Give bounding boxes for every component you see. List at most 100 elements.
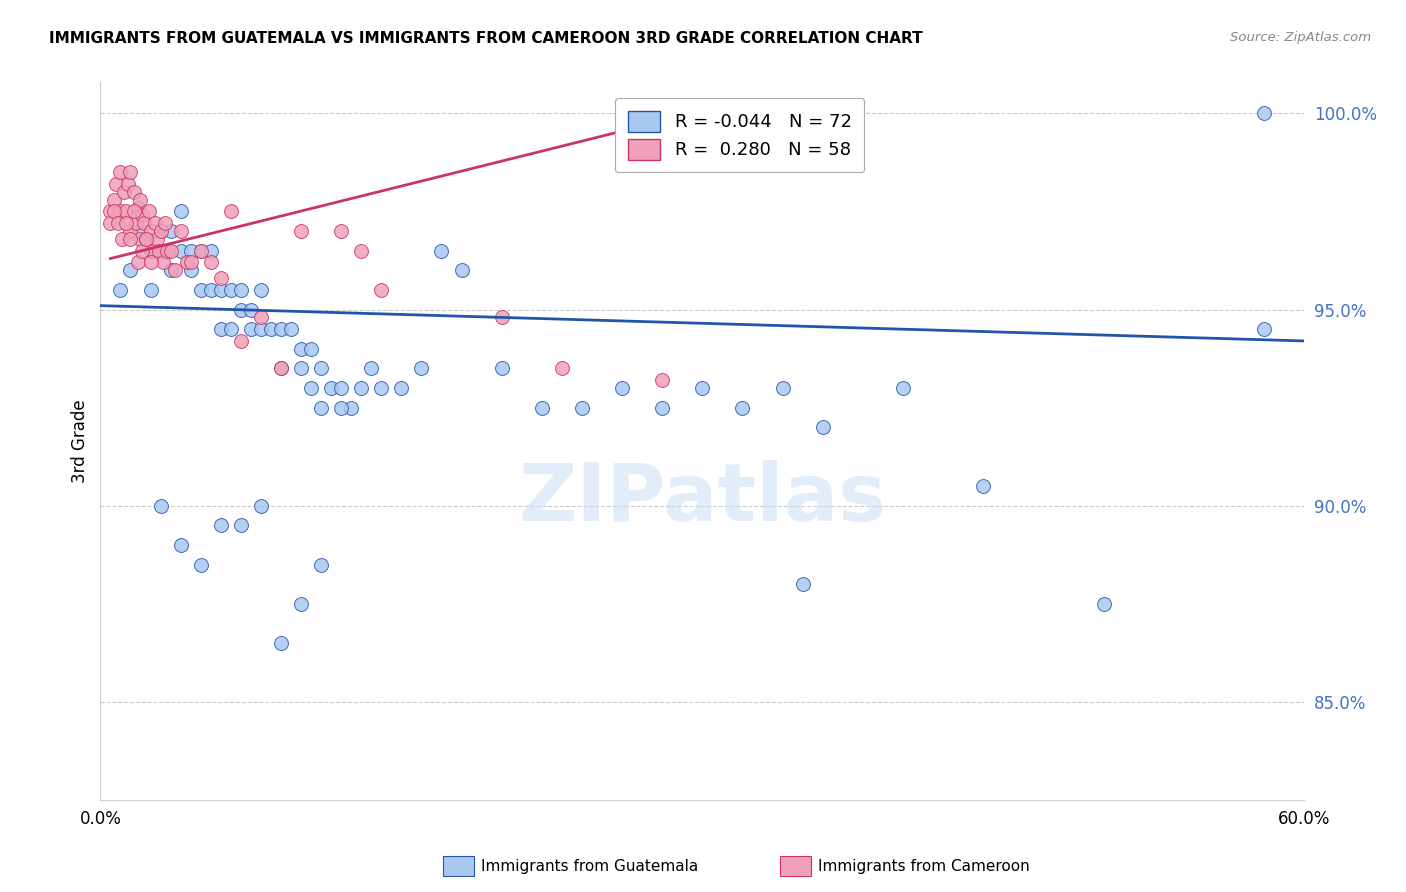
Point <box>135 232 157 246</box>
Point <box>229 334 252 348</box>
Point <box>250 322 273 336</box>
Point <box>551 361 574 376</box>
Point <box>280 322 302 336</box>
Legend: R = -0.044   N = 72, R =  0.280   N = 58: R = -0.044 N = 72, R = 0.280 N = 58 <box>614 98 865 172</box>
Point <box>290 224 312 238</box>
Point <box>190 244 212 258</box>
Point <box>149 224 172 238</box>
Point <box>200 283 222 297</box>
Point <box>972 479 994 493</box>
Point <box>270 322 292 336</box>
Point <box>111 232 134 246</box>
Point <box>143 216 166 230</box>
Point <box>792 577 814 591</box>
Point <box>209 271 232 285</box>
Point <box>148 244 170 258</box>
Point <box>330 224 353 238</box>
Point <box>105 177 128 191</box>
Point <box>309 558 332 572</box>
Point <box>229 518 252 533</box>
Point <box>229 283 252 297</box>
Point <box>155 244 177 258</box>
Point <box>309 361 332 376</box>
Point <box>107 216 129 230</box>
Point <box>260 322 283 336</box>
Point <box>330 401 353 415</box>
Point <box>239 302 262 317</box>
Point <box>571 401 593 415</box>
Point <box>450 263 472 277</box>
Y-axis label: 3rd Grade: 3rd Grade <box>72 400 89 483</box>
Point <box>1092 597 1115 611</box>
Text: Immigrants from Cameroon: Immigrants from Cameroon <box>818 859 1031 873</box>
Point <box>651 373 673 387</box>
Point <box>370 381 392 395</box>
Text: ZIPatlas: ZIPatlas <box>519 459 886 538</box>
Point <box>250 283 273 297</box>
Point <box>149 224 172 238</box>
Point <box>131 208 153 222</box>
Point <box>120 263 142 277</box>
Point <box>610 381 633 395</box>
Point <box>200 244 222 258</box>
Point <box>270 361 292 376</box>
Point <box>250 310 273 325</box>
Point <box>125 216 148 230</box>
Point <box>239 322 262 336</box>
Point <box>270 361 292 376</box>
Point <box>219 204 242 219</box>
Point <box>340 401 363 415</box>
Point <box>811 420 834 434</box>
Point <box>299 381 322 395</box>
Point <box>350 244 373 258</box>
Point <box>350 381 373 395</box>
Point <box>139 244 162 258</box>
Point <box>135 232 157 246</box>
Point <box>360 361 382 376</box>
Point <box>319 381 342 395</box>
Text: Source: ZipAtlas.com: Source: ZipAtlas.com <box>1230 31 1371 45</box>
Point <box>120 224 142 238</box>
Point <box>389 381 412 395</box>
Point <box>120 232 142 246</box>
Point <box>190 558 212 572</box>
Point <box>117 177 139 191</box>
Point <box>370 283 392 297</box>
Point <box>491 361 513 376</box>
Point <box>124 204 146 219</box>
Point <box>169 538 191 552</box>
Point <box>115 216 138 230</box>
Point <box>100 204 122 219</box>
Point <box>112 185 135 199</box>
Point <box>190 244 212 258</box>
Point <box>190 283 212 297</box>
Point <box>159 263 181 277</box>
Point <box>139 255 162 269</box>
Point <box>127 255 149 269</box>
Point <box>209 322 232 336</box>
Point <box>290 361 312 376</box>
Point <box>145 232 167 246</box>
Point <box>159 244 181 258</box>
Point <box>1253 322 1275 336</box>
Point <box>103 204 125 219</box>
Point <box>152 255 174 269</box>
Point <box>110 283 132 297</box>
Point <box>159 224 181 238</box>
Point <box>129 193 152 207</box>
Point <box>530 401 553 415</box>
Point <box>153 216 176 230</box>
Point <box>169 244 191 258</box>
Point <box>115 204 138 219</box>
Point <box>134 216 156 230</box>
Point <box>149 499 172 513</box>
Point <box>120 165 142 179</box>
Point <box>209 283 232 297</box>
Point <box>138 204 160 219</box>
Point <box>411 361 433 376</box>
Point <box>127 201 149 215</box>
Text: Immigrants from Guatemala: Immigrants from Guatemala <box>481 859 699 873</box>
Point <box>180 263 202 277</box>
Point <box>163 263 186 277</box>
Point <box>731 401 754 415</box>
